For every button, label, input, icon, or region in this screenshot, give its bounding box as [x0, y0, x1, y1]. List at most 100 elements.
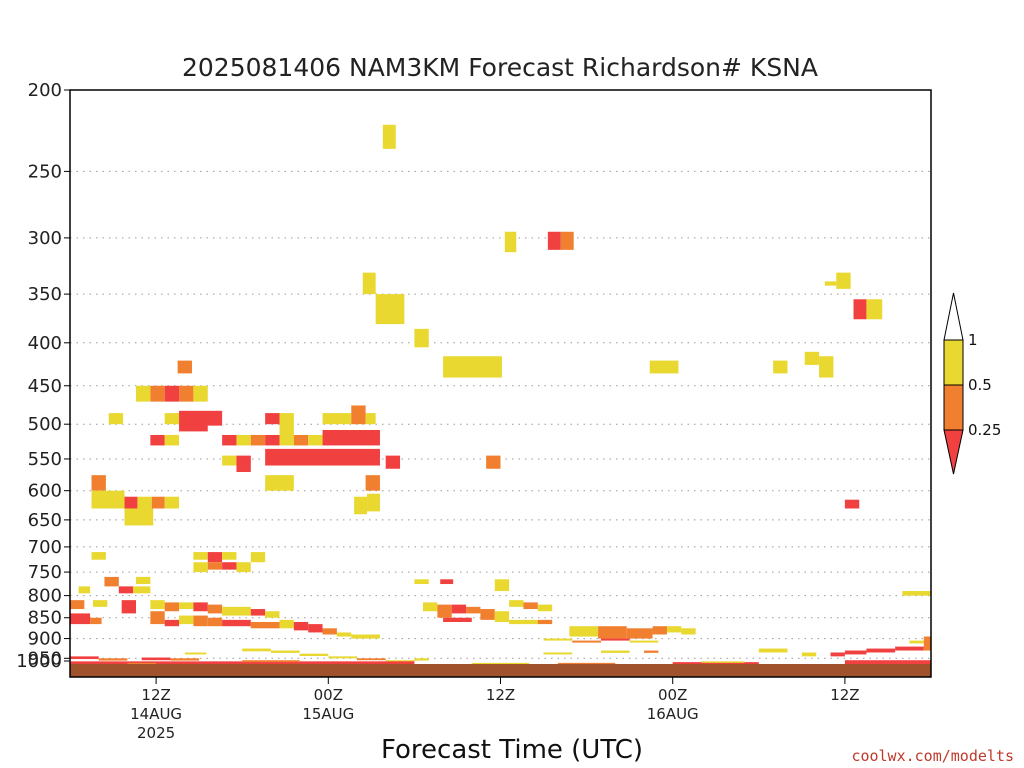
- ytick-label-400: 400: [28, 333, 62, 354]
- credit-link[interactable]: coolwx.com/modelts: [851, 747, 1014, 765]
- ri-cell-100: [336, 632, 352, 637]
- ri-cell-107: [494, 611, 510, 622]
- ri-cell-134: [923, 636, 931, 651]
- ytick-label-850: 850: [28, 608, 62, 629]
- colorbar-label-2: 0.25: [968, 421, 1001, 439]
- ri-cell-106: [480, 609, 495, 620]
- ri-cell-19: [164, 385, 180, 402]
- ri-cell-96: [279, 619, 294, 629]
- ri-cell-152: [844, 660, 931, 664]
- ri-cell-59: [193, 552, 208, 560]
- ri-cell-112: [509, 619, 538, 625]
- ri-cell-126: [644, 650, 659, 653]
- ri-cell-68: [414, 579, 429, 585]
- ri-cell-88: [90, 617, 102, 625]
- ri-cell-63: [193, 562, 208, 573]
- ri-cell-150: [672, 662, 759, 664]
- ri-cell-54: [124, 508, 154, 526]
- colorbar-legend: 1 0.5 0.25: [943, 292, 1001, 475]
- ri-cell-6: [414, 328, 429, 348]
- ri-cell-85: [250, 609, 266, 616]
- ri-cell-87: [70, 613, 91, 625]
- ri-cell-83: [207, 604, 223, 614]
- ri-cell-45: [486, 455, 501, 469]
- ri-cell-30: [250, 434, 266, 446]
- ytick-label-800: 800: [28, 586, 62, 607]
- xtick-label-3-1: 16AUG: [647, 705, 699, 723]
- ytick-label-550: 550: [28, 449, 62, 470]
- ri-cell-18: [150, 385, 165, 402]
- ri-cell-138: [170, 658, 200, 661]
- ri-cell-103: [437, 604, 452, 618]
- ri-cell-22: [108, 413, 124, 425]
- ri-cell-139: [184, 652, 207, 655]
- ri-cell-61: [222, 552, 237, 560]
- ri-cell-51: [137, 496, 152, 509]
- ri-cell-157: [127, 662, 157, 664]
- ri-cell-111: [443, 617, 472, 622]
- colorbar-yellow: [943, 339, 964, 386]
- ri-cell-31: [265, 434, 280, 446]
- ri-cell-13: [824, 281, 837, 286]
- ri-cell-27: [164, 434, 180, 446]
- ri-cell-124: [543, 652, 573, 655]
- ri-cell-28: [222, 434, 237, 446]
- ri-cell-52: [151, 496, 165, 509]
- xtick-label-2-0: 12Z: [486, 686, 515, 704]
- ri-cell-127: [758, 648, 788, 653]
- ri-cell-122: [600, 638, 630, 641]
- ri-cell-114: [569, 626, 599, 637]
- ri-cell-75: [133, 586, 151, 594]
- ri-cell-90: [164, 619, 180, 627]
- ri-cell-60: [207, 552, 223, 563]
- ytick-label-1000: 1000: [16, 651, 62, 672]
- ri-cell-99: [322, 628, 337, 635]
- ri-cell-48: [91, 475, 106, 491]
- ri-cell-33: [293, 434, 309, 446]
- ri-cell-136: [98, 658, 128, 661]
- ri-cell-62: [250, 552, 266, 563]
- ri-cell-10: [804, 351, 820, 365]
- ri-cell-119: [681, 628, 696, 635]
- ri-cell-78: [121, 600, 137, 614]
- ri-cell-120: [543, 638, 573, 641]
- ytick-label-950: 950: [28, 648, 62, 669]
- ri-cell-46: [265, 475, 294, 491]
- ri-cell-11: [819, 356, 834, 378]
- ytick-label-600: 600: [28, 481, 62, 502]
- ri-cell-16: [177, 360, 192, 374]
- ri-cell-43: [236, 455, 251, 472]
- ytick-label-900: 900: [28, 629, 62, 650]
- ri-cell-123: [629, 640, 659, 643]
- ri-cell-70: [494, 579, 510, 592]
- ri-cell-110: [537, 604, 553, 612]
- ri-cell-153: [471, 662, 530, 664]
- ri-cell-14: [853, 299, 867, 320]
- ri-cell-121: [572, 640, 601, 643]
- ri-cell-108: [509, 600, 524, 607]
- xtick-label-0-1: 14AUG: [130, 705, 182, 723]
- ri-cell-86: [265, 611, 280, 618]
- ri-cell-94: [222, 619, 251, 627]
- colorbar-white: [943, 292, 964, 341]
- ri-cell-137: [141, 657, 171, 661]
- colorbar-red: [943, 429, 964, 475]
- ri-cell-145: [385, 660, 415, 663]
- ri-cell-113: [537, 619, 553, 625]
- ri-cell-92: [193, 615, 208, 627]
- ri-cell-38: [351, 405, 366, 425]
- ri-cell-82: [193, 602, 208, 612]
- ri-cell-9: [773, 360, 788, 374]
- ri-cell-8: [649, 360, 679, 374]
- ri-cell-117: [652, 626, 667, 635]
- ri-cell-69: [440, 579, 454, 585]
- ri-cell-135: [70, 656, 99, 660]
- ri-cell-102: [423, 602, 438, 612]
- ri-cell-156: [242, 660, 300, 663]
- ri-cell-49: [91, 490, 125, 509]
- ri-cell-12: [836, 272, 851, 289]
- ri-cell-17: [136, 385, 151, 402]
- ri-cell-84: [222, 606, 251, 616]
- ri-cell-143: [328, 656, 357, 659]
